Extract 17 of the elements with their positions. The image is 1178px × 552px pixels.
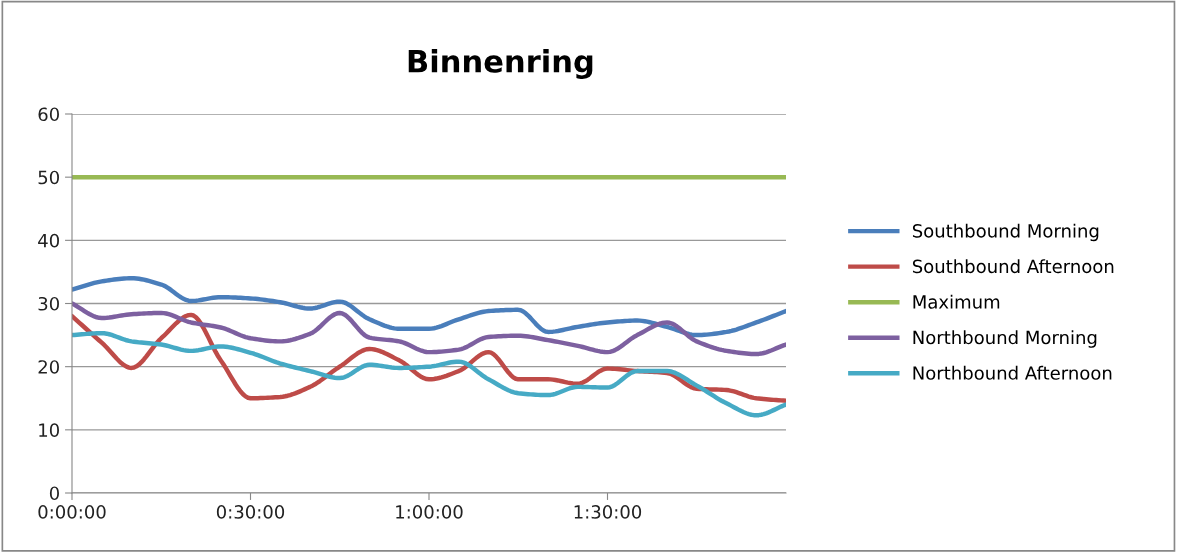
y-tick-label: 40 bbox=[38, 233, 59, 248]
x-tick-label: 1:30:00 bbox=[574, 505, 642, 519]
legend-label: Northbound Morning bbox=[913, 330, 1097, 348]
legend-label: Maximum bbox=[913, 294, 1000, 309]
y-tick-label: 60 bbox=[38, 107, 59, 122]
legend-label: Southbound Afternoon bbox=[912, 259, 1114, 274]
chart-title: Binnenring bbox=[408, 49, 593, 79]
y-tick-label: 50 bbox=[38, 170, 59, 185]
x-tick-label: 0:30:00 bbox=[216, 505, 285, 519]
x-tick-label: 0:00:00 bbox=[38, 505, 106, 519]
y-tick-label: 20 bbox=[38, 360, 59, 374]
legend-label: Southbound Morning bbox=[912, 223, 1099, 242]
y-tick-label: 30 bbox=[38, 296, 59, 311]
y-tick-label: 10 bbox=[39, 423, 59, 437]
legend-label: Northbound Afternoon bbox=[913, 365, 1112, 380]
y-tick-label: 0 bbox=[49, 486, 59, 501]
x-tick-label: 1:00:00 bbox=[396, 505, 463, 519]
